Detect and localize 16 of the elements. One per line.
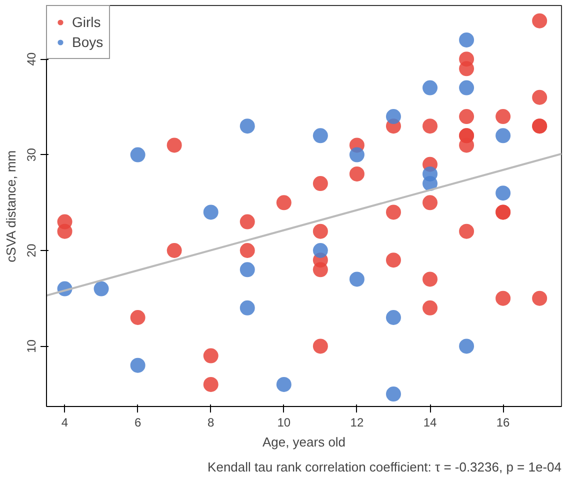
- x-tick-label: 8: [208, 416, 215, 430]
- y-tick-label: 40: [24, 52, 38, 66]
- x-tick-label: 12: [350, 416, 364, 430]
- x-tick-label: 10: [277, 416, 291, 430]
- x-tick-label: 4: [61, 416, 68, 430]
- text: Kendall tau rank correlation coefficient: τ = -0.3236, p = 1e-04: [208, 460, 562, 474]
- y-tick-label: 30: [24, 148, 38, 162]
- y-axis-title: cSVA distance, mm: [4, 150, 18, 262]
- x-tick-label: 16: [496, 416, 510, 430]
- legend-label: Boys: [72, 34, 104, 50]
- x-axis-title: Age, years old: [262, 434, 346, 450]
- y-tick-label: 10: [24, 339, 38, 353]
- x-tick-label: 6: [134, 416, 142, 430]
- x-tick-label: 14: [423, 416, 438, 430]
- legend-label: Girls: [72, 14, 101, 30]
- y-tick-label: 20: [24, 244, 38, 258]
